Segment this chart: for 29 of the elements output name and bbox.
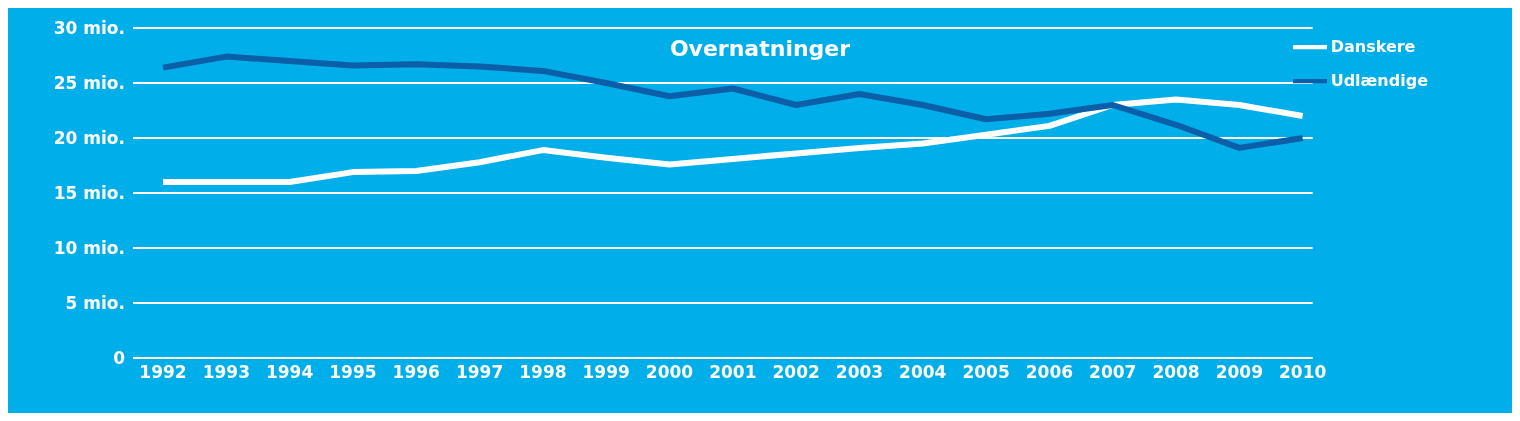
x-tick-label: 1994 <box>265 362 314 383</box>
chart-title: Overnatninger <box>669 36 851 61</box>
y-tick-label: 30 mio. <box>53 18 125 39</box>
x-tick-label: 2008 <box>1152 362 1200 383</box>
legend-label: Danskere <box>1330 36 1416 56</box>
y-tick-label: 15 mio. <box>53 183 125 204</box>
x-tick-label: 1992 <box>139 362 187 383</box>
y-tick-label: 5 mio. <box>65 293 125 314</box>
x-tick-label: 2000 <box>645 362 694 383</box>
y-tick-label: 0 <box>113 348 126 369</box>
x-tick-label: 2006 <box>1025 362 1074 383</box>
x-tick-label: 1999 <box>582 362 630 383</box>
legend-label: Udlændige <box>1330 70 1428 90</box>
y-tick-label: 20 mio. <box>53 128 125 149</box>
x-tick-label: 1998 <box>519 362 567 383</box>
x-tick-label: 1993 <box>202 362 250 383</box>
y-tick-label: 10 mio. <box>53 238 125 259</box>
x-tick-label: 1995 <box>329 362 377 383</box>
x-tick-label: 2009 <box>1215 362 1264 383</box>
y-tick-label: 25 mio. <box>53 73 125 94</box>
x-tick-label: 1997 <box>455 362 504 383</box>
x-tick-label: 2001 <box>709 362 757 383</box>
x-tick-label: 2005 <box>962 362 1010 383</box>
x-tick-label: 2007 <box>1089 362 1137 383</box>
x-tick-label: 2010 <box>1279 362 1327 383</box>
x-tick-label: 1996 <box>392 362 440 383</box>
x-tick-label: 2004 <box>899 362 947 383</box>
x-tick-label: 2003 <box>835 362 884 383</box>
x-tick-label: 2002 <box>772 362 820 383</box>
